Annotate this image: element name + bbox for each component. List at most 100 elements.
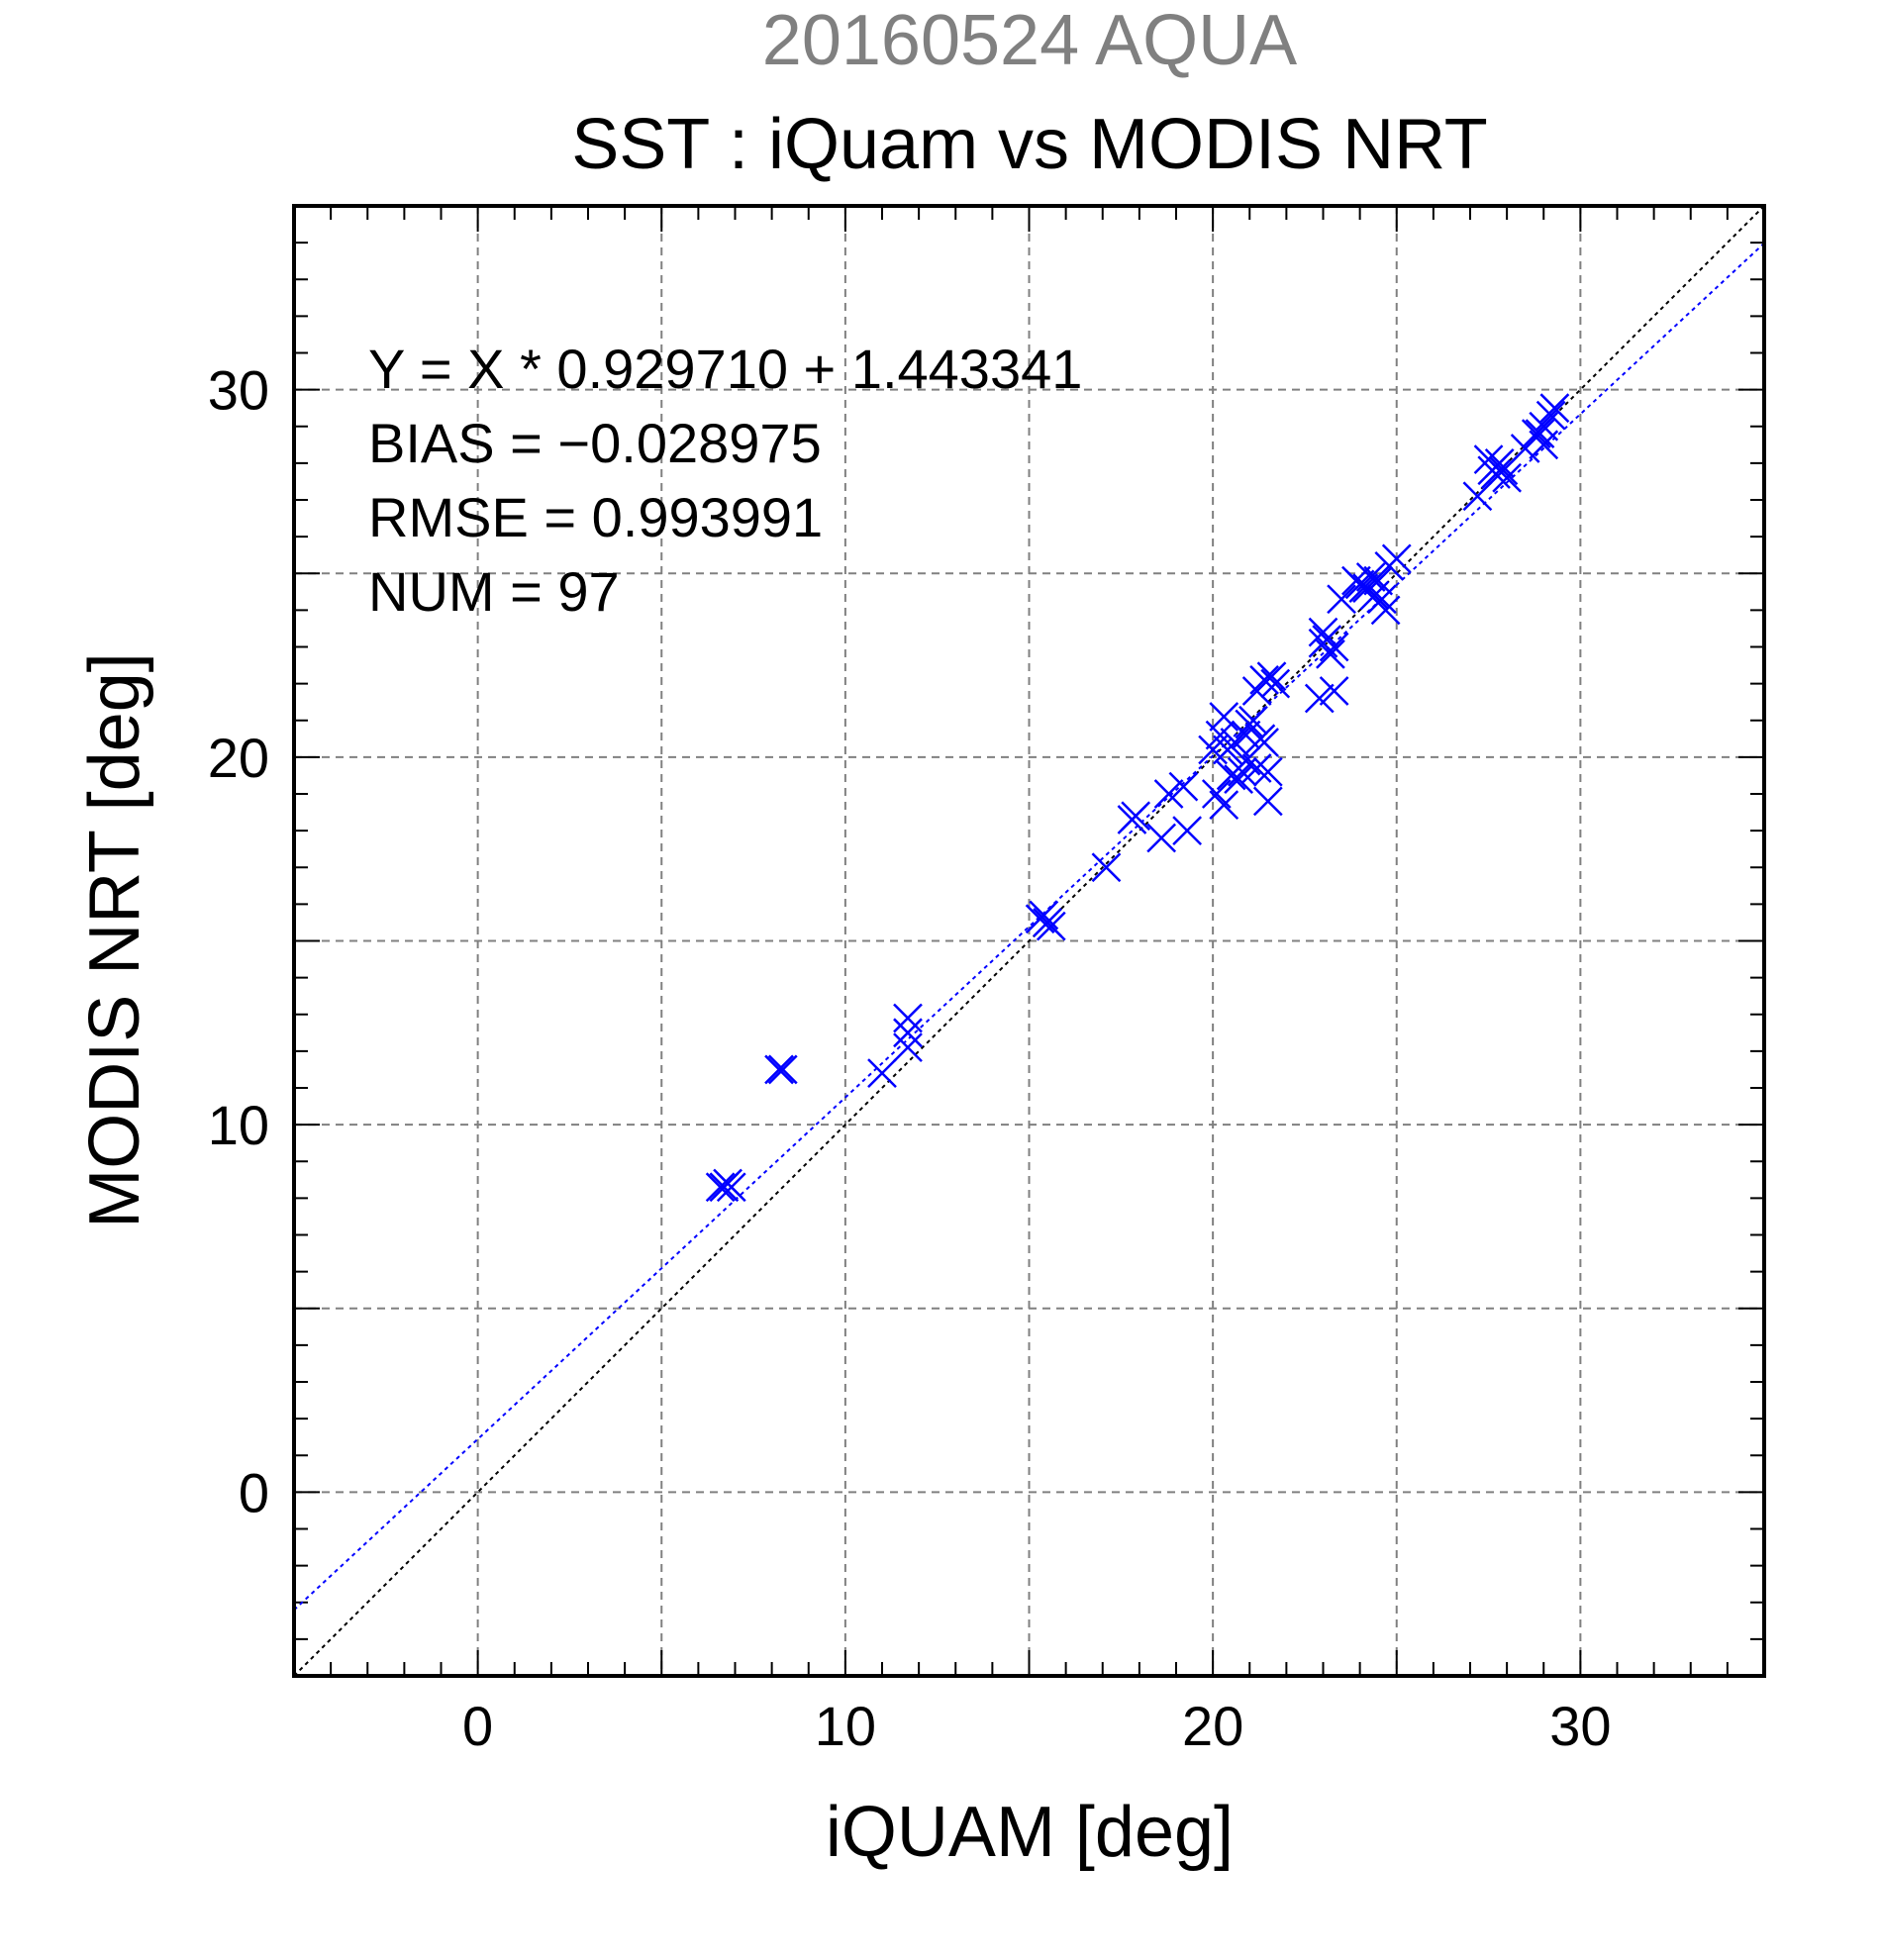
data-point-stroke xyxy=(1029,900,1059,931)
data-point-stroke xyxy=(1473,444,1504,475)
data-point-stroke xyxy=(1172,816,1203,846)
data-point xyxy=(893,1003,923,1033)
plot-frame xyxy=(292,204,1766,1678)
data-point xyxy=(1172,816,1203,846)
chart-subtitle: 20160524 AQUA xyxy=(762,1,1297,80)
data-point-stroke xyxy=(1492,462,1523,493)
data-point xyxy=(1535,400,1566,431)
y-tick-label: 10 xyxy=(208,1094,269,1156)
num-stat: NUM = 97 xyxy=(368,560,620,623)
data-point xyxy=(1381,543,1412,574)
data-point-stroke xyxy=(767,1054,798,1085)
data-point-stroke xyxy=(893,1018,923,1048)
minor-ticks xyxy=(294,206,1764,1676)
data-point xyxy=(1238,705,1268,735)
data-point-stroke xyxy=(1539,393,1570,424)
data-point-stroke xyxy=(1535,400,1566,431)
data-point-stroke xyxy=(1252,756,1283,787)
bias-stat: BIAS = −0.028975 xyxy=(368,412,822,474)
data-point-stroke xyxy=(1525,419,1555,449)
data-point-stroke xyxy=(1121,801,1151,832)
data-point xyxy=(1168,771,1199,802)
data-point-stroke xyxy=(1168,771,1199,802)
tick-labels: 0 10 20 30 0 10 20 30 xyxy=(208,359,1612,1757)
data-point xyxy=(1481,459,1511,489)
data-point xyxy=(1327,584,1356,615)
data-point xyxy=(1304,683,1335,714)
data-point-stroke xyxy=(1319,676,1349,706)
data-point xyxy=(1241,753,1272,783)
data-point-stroke xyxy=(1304,683,1335,714)
data-point-stroke xyxy=(1381,543,1412,574)
data-point xyxy=(1091,852,1122,883)
x-tick-label: 0 xyxy=(462,1695,493,1757)
regression-equation: Y = X * 0.929710 + 1.443341 xyxy=(368,338,1082,400)
reference-lines xyxy=(294,206,1764,1676)
data-point xyxy=(705,1172,736,1203)
data-point-stroke xyxy=(1209,790,1239,821)
data-point xyxy=(1153,779,1184,809)
data-point xyxy=(1308,617,1338,647)
data-point-stroke xyxy=(1484,447,1515,478)
identity-line xyxy=(294,206,1764,1676)
data-point-stroke xyxy=(893,1032,923,1063)
data-point-stroke xyxy=(1091,852,1122,883)
data-point-stroke xyxy=(1256,661,1287,692)
data-point xyxy=(764,1054,794,1085)
data-point-stroke xyxy=(1319,632,1349,662)
x-axis-label: iQUAM [deg] xyxy=(826,1793,1234,1872)
data-point xyxy=(1252,756,1283,787)
data-point xyxy=(1370,595,1401,626)
data-point-stroke xyxy=(1238,705,1268,735)
data-point xyxy=(1249,728,1279,757)
data-point-stroke xyxy=(1198,735,1229,765)
y-tick-label: 30 xyxy=(208,359,269,422)
data-point-stroke xyxy=(1462,481,1493,512)
data-point-stroke xyxy=(893,1003,923,1033)
rmse-stat: RMSE = 0.993991 xyxy=(368,486,823,548)
regression-line xyxy=(294,243,1764,1612)
data-point xyxy=(1209,790,1239,821)
data-point-stroke xyxy=(1205,720,1236,750)
data-point-stroke xyxy=(1209,702,1239,732)
data-point-stroke xyxy=(1355,562,1386,592)
data-point-stroke xyxy=(1308,617,1338,647)
data-point-stroke xyxy=(1036,911,1066,941)
data-point xyxy=(1256,661,1287,692)
y-axis-label: MODIS NRT [deg] xyxy=(75,652,154,1228)
data-point xyxy=(1367,584,1397,615)
data-point xyxy=(1121,801,1151,832)
data-point xyxy=(893,1032,923,1063)
data-points xyxy=(705,393,1570,1203)
data-point-stroke xyxy=(1153,779,1184,809)
data-point-stroke xyxy=(1327,584,1356,615)
data-point xyxy=(1525,419,1555,449)
data-point-stroke xyxy=(1201,779,1232,809)
data-point xyxy=(1462,481,1493,512)
data-point xyxy=(1036,911,1066,941)
x-tick-label: 30 xyxy=(1549,1695,1611,1757)
data-point xyxy=(1319,676,1349,706)
data-point-stroke xyxy=(1363,565,1394,596)
data-point-stroke xyxy=(1249,728,1279,757)
data-point-stroke xyxy=(1260,668,1291,699)
data-point-stroke xyxy=(716,1172,746,1203)
data-point xyxy=(1355,562,1386,592)
data-point-stroke xyxy=(1367,584,1397,615)
data-point xyxy=(1249,665,1279,695)
y-tick-label: 0 xyxy=(239,1461,269,1523)
data-point xyxy=(1209,702,1239,732)
data-point xyxy=(867,1058,897,1089)
data-point xyxy=(1316,639,1345,669)
data-point-stroke xyxy=(867,1058,897,1089)
x-tick-label: 10 xyxy=(815,1695,876,1757)
data-point xyxy=(1205,720,1236,750)
data-point xyxy=(1492,462,1523,493)
data-point xyxy=(767,1054,798,1085)
y-tick-label: 20 xyxy=(208,727,269,789)
data-point-stroke xyxy=(1252,786,1283,817)
data-point xyxy=(1198,735,1229,765)
data-point xyxy=(1146,823,1177,853)
x-tick-label: 20 xyxy=(1182,1695,1243,1757)
data-point-stroke xyxy=(1370,595,1401,626)
